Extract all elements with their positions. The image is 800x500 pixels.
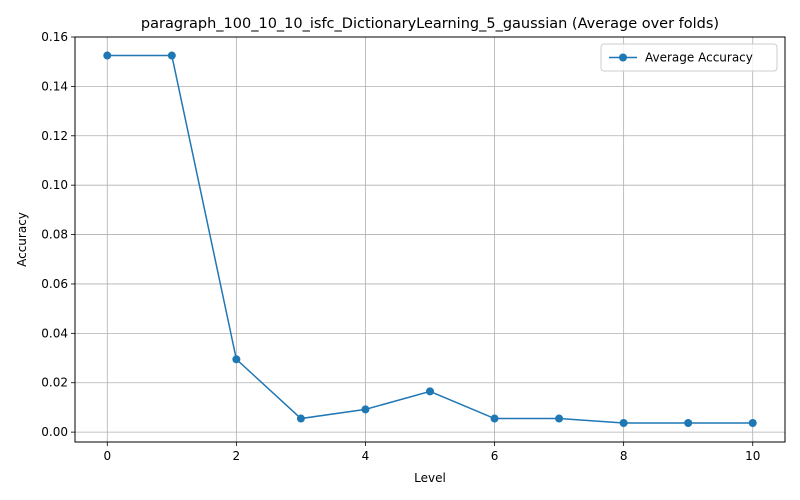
data-point	[232, 355, 241, 364]
legend-point-marker	[619, 53, 627, 62]
data-point	[684, 418, 693, 427]
y-axis-label: Accuracy	[15, 212, 29, 267]
data-point	[490, 414, 499, 423]
x-tick-label: 8	[620, 449, 628, 463]
series-layer	[103, 51, 757, 427]
y-tick-label: 0.16	[41, 30, 68, 44]
data-point	[361, 405, 370, 414]
x-tick-label: 0	[103, 449, 111, 463]
plot-frame	[74, 36, 786, 443]
x-tick-label: 6	[491, 449, 499, 463]
x-tick-label: 2	[233, 449, 241, 463]
data-point	[103, 51, 112, 60]
y-tick-label: 0.12	[41, 129, 68, 143]
y-tick-label: 0.10	[41, 178, 68, 192]
x-axis-label: Level	[414, 471, 446, 485]
chart-title: paragraph_100_10_10_isfc_DictionaryLearn…	[141, 16, 719, 32]
y-tick-label: 0.04	[41, 326, 68, 340]
grid	[75, 36, 785, 442]
legend-label: Average Accuracy	[645, 51, 753, 65]
data-point	[426, 387, 434, 396]
y-tick-label: 0.06	[41, 277, 68, 291]
data-point	[619, 418, 628, 427]
data-point	[167, 51, 176, 60]
legend: Average Accuracy	[600, 43, 778, 72]
y-tick-label: 0.08	[41, 228, 68, 242]
data-point	[296, 414, 305, 423]
y-tick-label: 0.00	[41, 425, 68, 439]
x-tick-label: 4	[362, 449, 370, 463]
data-point	[748, 418, 757, 427]
data-point	[555, 414, 564, 423]
y-tick-label: 0.02	[41, 376, 68, 390]
x-tick-label: 10	[745, 449, 760, 463]
y-tick-label: 0.14	[41, 79, 68, 93]
legend-box	[600, 43, 778, 72]
ticks: 0 2 4 6 8 10 0.00 0.02 0.04 0.06 0.08 0.10 0.12 0.14 0…	[41, 30, 760, 463]
